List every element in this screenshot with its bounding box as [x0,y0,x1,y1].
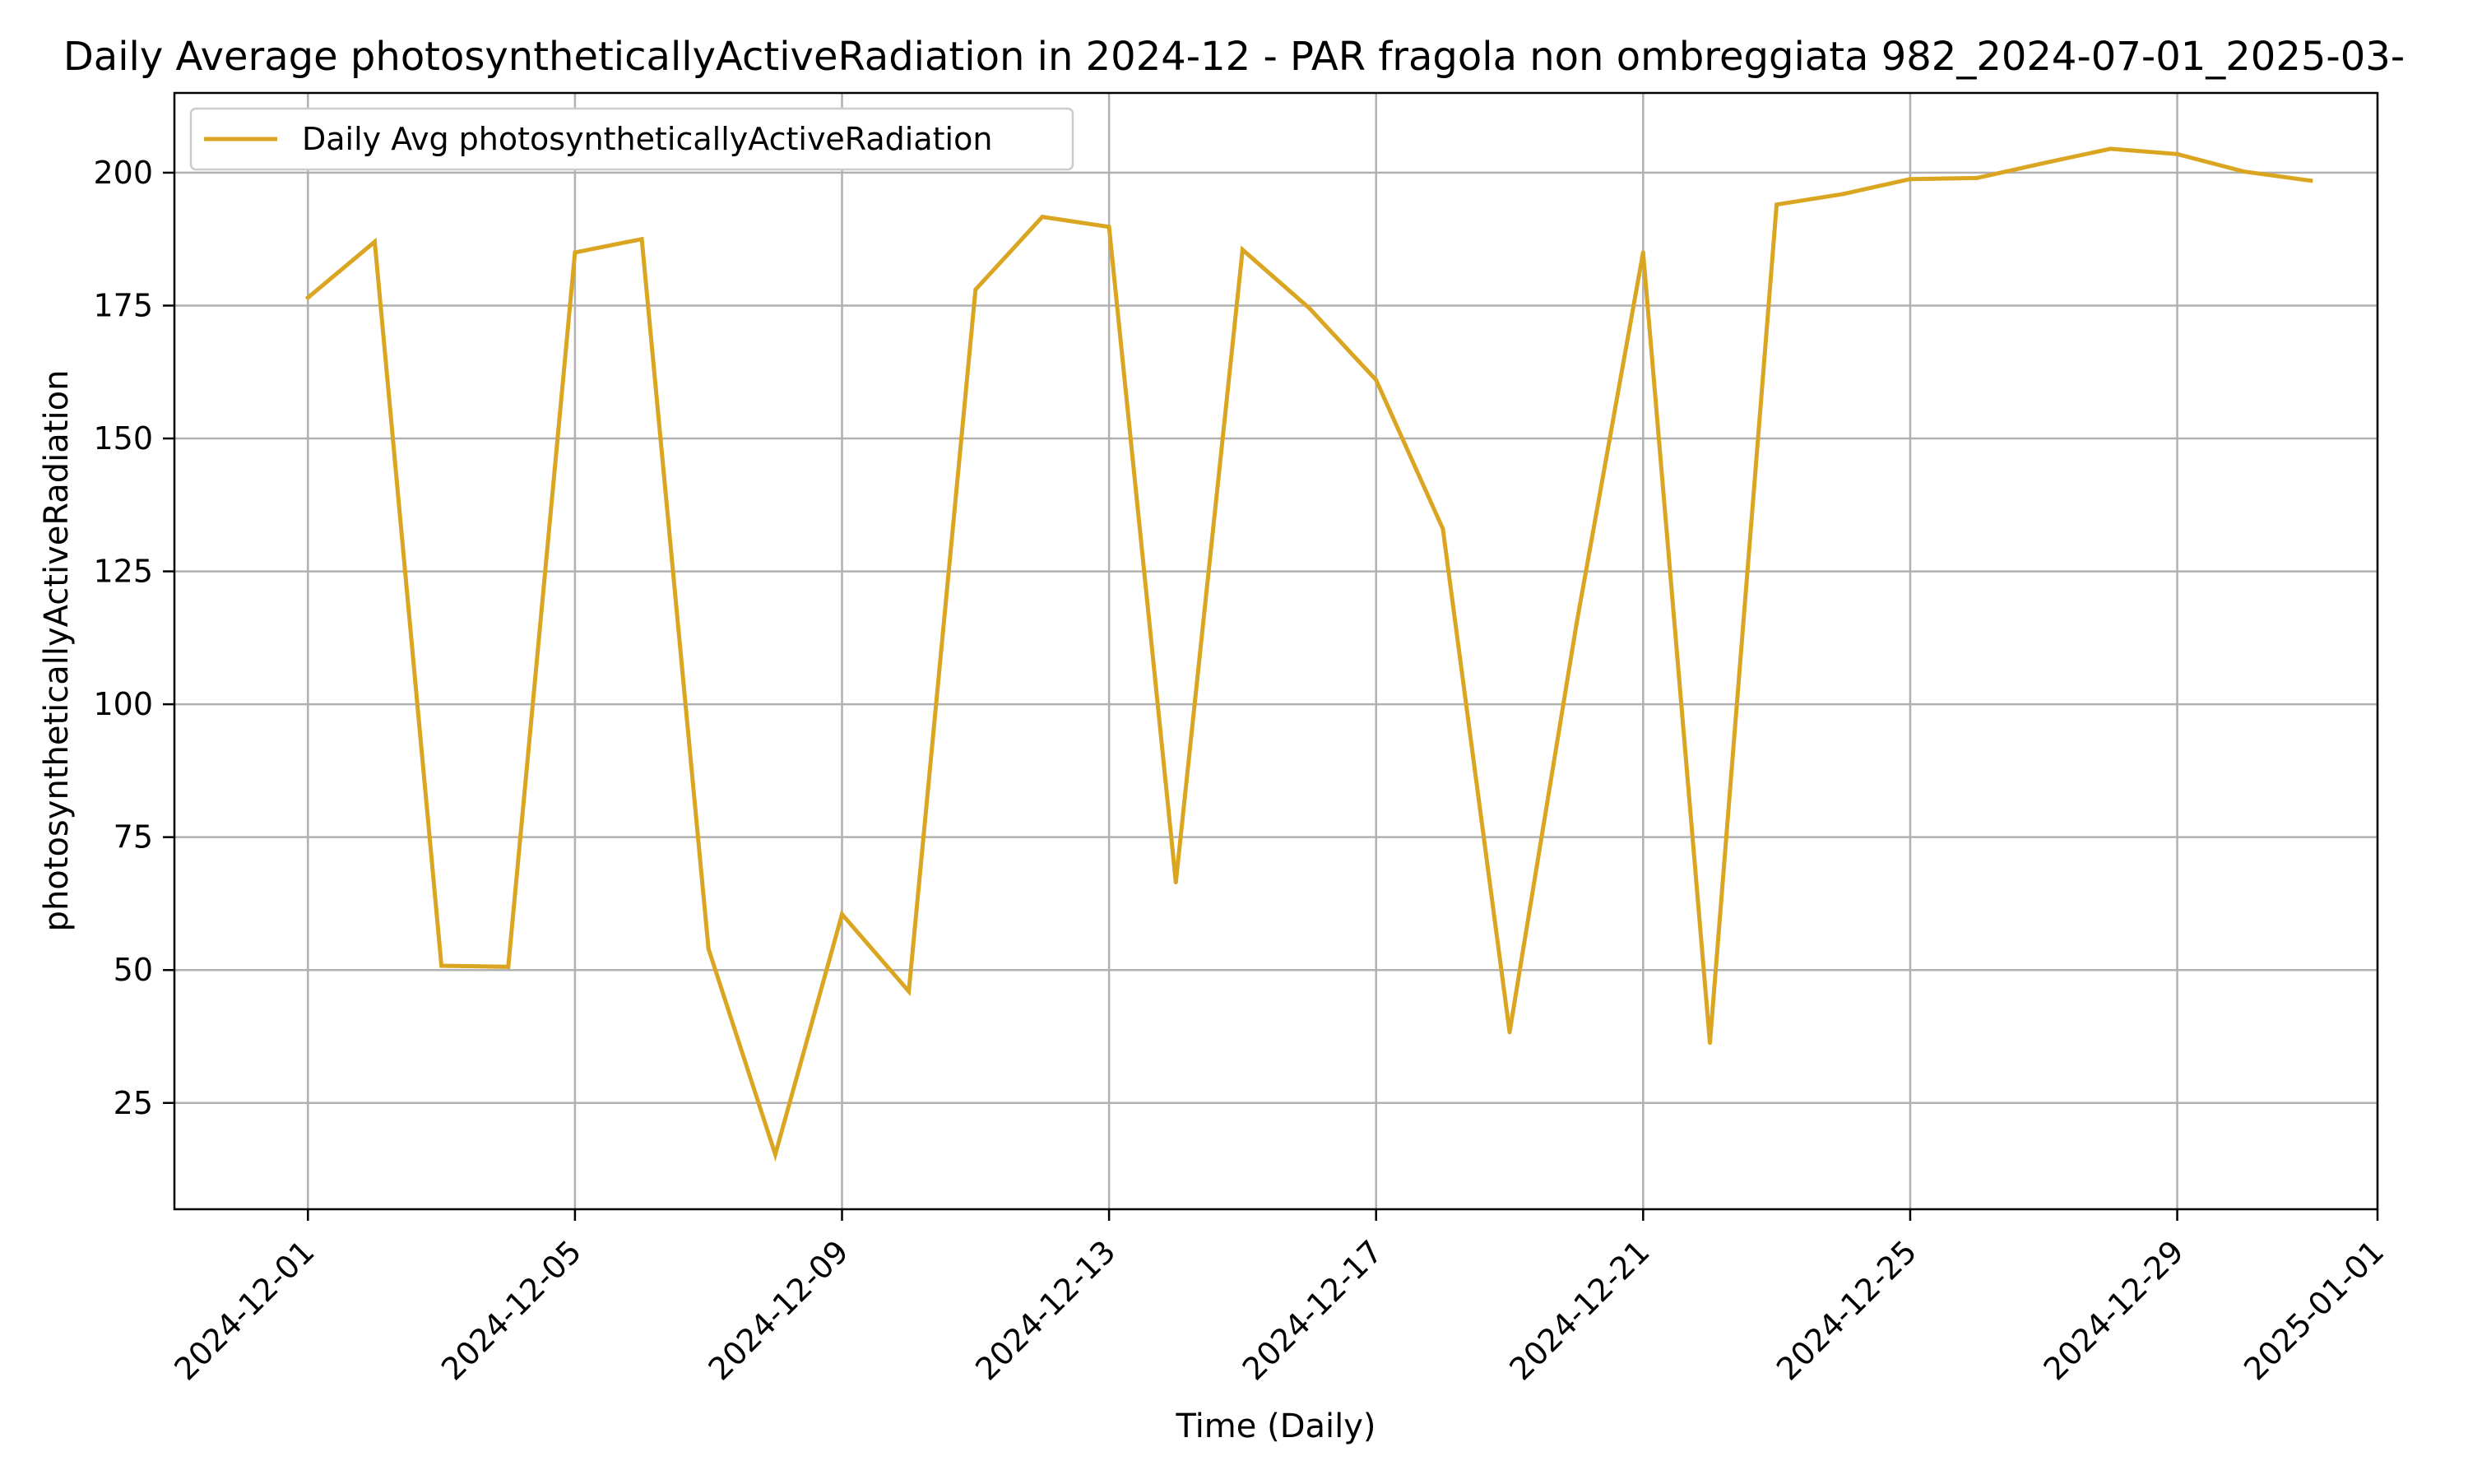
data-point [1240,248,1245,253]
data-point [1774,202,1779,207]
y-tick-label: 125 [93,554,153,590]
data-point [1374,378,1379,383]
data-point [372,239,377,244]
data-point [1841,192,1846,197]
data-point [2041,160,2046,165]
data-point [506,964,511,969]
y-axis-label: photosyntheticallyActiveRadiation [38,370,76,932]
data-point [1307,306,1312,311]
data-point [639,237,644,242]
data-point [305,295,310,300]
data-point [2242,169,2247,174]
data-point [1707,1041,1712,1046]
x-axis-label: Time (Daily) [1175,1407,1375,1445]
plot-area-frame [173,91,2379,1211]
data-point [1574,622,1579,627]
data-point [973,287,978,292]
y-tick-label: 200 [93,155,153,191]
data-point [1106,225,1111,230]
series-layer [304,146,2313,1162]
data-point [1040,215,1045,220]
data-point [1173,880,1178,885]
data-point [706,946,711,951]
data-point [1507,1030,1512,1035]
y-tick-label: 150 [93,420,153,457]
legend: Daily Avg photosyntheticallyActiveRadiat… [189,107,1074,171]
y-axis-ticks: 25 50 75 100 125 150 175 200 [93,155,174,1121]
legend-label: Daily Avg photosyntheticallyActiveRadiat… [302,121,992,157]
data-point [573,250,578,255]
y-tick-label: 175 [93,287,153,323]
data-point [2308,179,2313,183]
data-point [1974,175,1979,180]
data-point [907,989,912,994]
y-tick-label: 25 [114,1085,153,1121]
data-point [439,963,444,968]
y-tick-label: 100 [93,686,153,722]
grid-lines [174,93,2379,1209]
data-point [2175,151,2180,156]
chart-title: Daily Average photosyntheticallyActiveRa… [63,34,2405,80]
y-tick-label: 75 [114,819,153,856]
data-point [772,1152,777,1157]
data-point [1640,250,1645,255]
legend-box [189,107,1074,171]
data-point [2108,146,2113,151]
y-tick-label: 50 [114,952,153,988]
data-point [1908,177,1913,182]
data-point [840,911,845,916]
data-point [1440,526,1445,531]
